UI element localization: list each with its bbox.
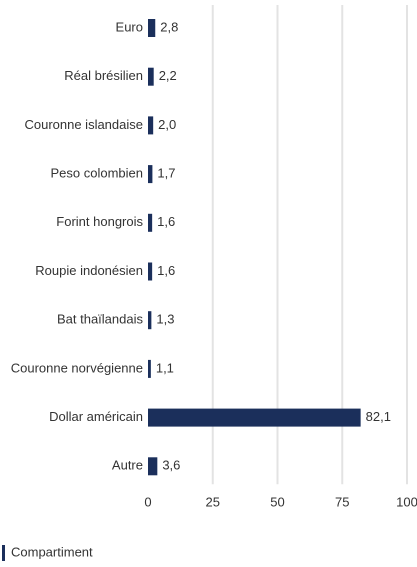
value-label: 82,1 (366, 409, 391, 424)
x-tick-label: 50 (270, 494, 284, 509)
x-tick-label: 100 (396, 494, 417, 509)
y-tick-label: Couronne norvégienne (11, 360, 143, 375)
bar (148, 67, 154, 86)
value-label: 1,7 (157, 166, 175, 181)
bar (148, 165, 153, 184)
bar (148, 19, 156, 37)
value-label: 2,0 (158, 117, 176, 132)
bar (148, 311, 152, 330)
x-tick-label: 0 (144, 494, 151, 509)
y-tick-label: Réal brésilien (64, 68, 143, 83)
legend-swatch (2, 545, 5, 561)
y-tick-label: Couronne islandaise (24, 117, 143, 132)
value-label: 2,2 (159, 68, 177, 83)
bar (148, 408, 361, 427)
y-tick-label: Forint hongrois (56, 214, 143, 229)
value-label: 1,6 (157, 214, 175, 229)
bar (148, 359, 151, 378)
y-tick-label: Roupie indonésien (35, 263, 143, 278)
y-tick-label: Peso colombien (51, 166, 144, 181)
y-tick-label: Bat thaïlandais (57, 312, 144, 327)
bar (148, 262, 153, 281)
y-tick-label: Euro (116, 19, 143, 34)
value-label: 1,6 (157, 263, 175, 278)
x-tick-label: 75 (335, 494, 349, 509)
bar (148, 213, 153, 232)
y-tick-label: Autre (112, 458, 143, 473)
value-label: 2,8 (160, 19, 178, 34)
legend-label: Compartiment (11, 544, 93, 559)
value-label: 1,3 (156, 312, 174, 327)
bar (148, 457, 158, 476)
x-tick-label: 25 (206, 494, 220, 509)
value-label: 1,1 (156, 360, 174, 375)
y-tick-label: Dollar américain (49, 409, 143, 424)
value-label: 3,6 (162, 458, 180, 473)
bar (148, 116, 154, 135)
